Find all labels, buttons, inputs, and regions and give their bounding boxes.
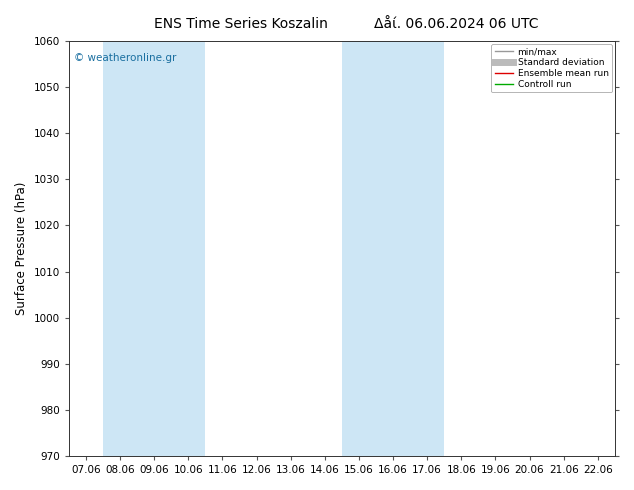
Legend: min/max, Standard deviation, Ensemble mean run, Controll run: min/max, Standard deviation, Ensemble me… [491,44,612,93]
Text: ENS Time Series Koszalin: ENS Time Series Koszalin [154,17,328,31]
Y-axis label: Surface Pressure (hPa): Surface Pressure (hPa) [15,182,28,315]
Bar [103,41,205,456]
Bar [342,41,444,456]
Text: © weatheronline.gr: © weatheronline.gr [74,53,177,64]
Text: Δåί. 06.06.2024 06 UTC: Δåί. 06.06.2024 06 UTC [374,17,539,31]
